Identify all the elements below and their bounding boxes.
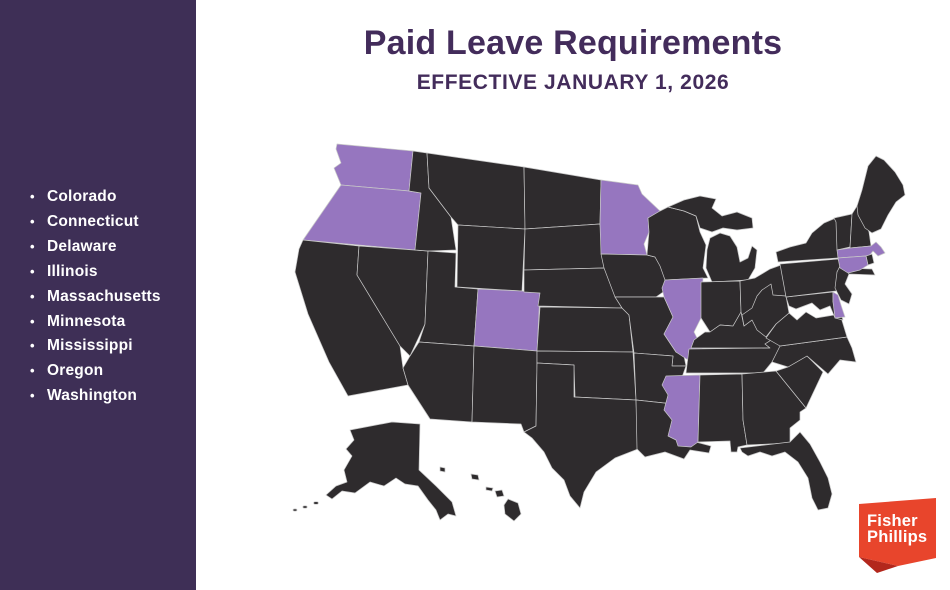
logo-fold-shape <box>859 557 898 573</box>
page-title: Paid Leave Requirements <box>363 24 783 62</box>
fisher-phillips-logo: Fisher Phillips <box>856 496 940 576</box>
state-oregon <box>302 184 422 251</box>
bullet-icon: • <box>30 338 35 354</box>
sidebar-state-item: • Massachusetts <box>30 285 190 310</box>
logo-text-fisher: Fisher <box>867 512 918 530</box>
sidebar-state-label: Massachusetts <box>47 287 161 305</box>
state-wyoming <box>456 224 526 292</box>
state-new-mexico <box>471 345 538 433</box>
sidebar-state-label: Connecticut <box>47 212 139 230</box>
sidebar-state-label: Colorado <box>47 188 117 205</box>
page-subtitle: EFFECTIVE JANUARY 1, 2026 <box>416 71 730 94</box>
state-alabama <box>697 373 748 453</box>
sidebar-state-label: Washington <box>47 387 138 405</box>
state-hawaii-big-island <box>503 498 522 522</box>
sidebar-state-item: • Washington <box>30 384 190 409</box>
bullet-icon: • <box>30 363 35 379</box>
state-west-virginia <box>741 283 790 338</box>
state-hawaii-molokai <box>485 486 494 492</box>
sidebar-state-item: • Delaware <box>30 235 190 260</box>
state-vermont <box>833 213 853 251</box>
bullet-icon: • <box>30 189 35 204</box>
bullet-icon: • <box>30 313 35 329</box>
state-list: • Colorado • Connecticut • Delaware • Illinois •… <box>30 185 190 409</box>
sidebar-state-item: • Mississippi <box>30 334 190 359</box>
state-delaware <box>832 291 846 319</box>
state-hawaii-maui <box>494 489 505 498</box>
bullet-icon: • <box>30 288 35 304</box>
sidebar-state-label: Delaware <box>47 237 117 255</box>
alaska-aleutian-island <box>292 508 298 512</box>
state-kansas <box>536 306 634 353</box>
bullet-icon: • <box>30 263 35 279</box>
state-hawaii-kauai <box>439 466 446 473</box>
state-maine <box>856 155 906 234</box>
sidebar-state-item: • Connecticut <box>30 210 190 235</box>
sidebar-state-item: • Minnesota <box>30 310 190 335</box>
bullet-icon: • <box>30 388 35 404</box>
state-washington <box>333 143 414 192</box>
state-connecticut <box>837 255 869 274</box>
alaska-aleutian-island <box>313 501 319 505</box>
state-pennsylvania <box>779 258 843 298</box>
sidebar-state-item: • Illinois <box>30 260 190 285</box>
state-michigan-upper-peninsula <box>667 195 754 233</box>
sidebar-state-label: Minnesota <box>47 312 126 330</box>
state-michigan <box>705 232 758 283</box>
state-colorado <box>473 288 541 352</box>
state-florida <box>739 431 833 511</box>
state-alaska <box>325 421 457 521</box>
state-north-dakota <box>523 166 602 230</box>
sidebar-state-item: • Colorado <box>30 185 190 210</box>
header: Paid Leave Requirements EFFECTIVE JANUAR… <box>196 0 950 95</box>
logo-text-phillips: Phillips <box>867 528 928 546</box>
sidebar: • Colorado • Connecticut • Delaware • Illinois •… <box>0 0 196 590</box>
state-south-dakota <box>523 223 605 271</box>
sidebar-state-item: • Oregon <box>30 359 190 384</box>
bullet-icon: • <box>30 238 35 254</box>
sidebar-state-label: Oregon <box>47 362 104 380</box>
state-arizona <box>402 341 475 423</box>
state-hawaii-oahu <box>470 473 480 481</box>
alaska-aleutian-island <box>302 505 308 509</box>
state-texas <box>523 362 639 509</box>
bullet-icon: • <box>30 213 35 229</box>
sidebar-state-label: Illinois <box>47 262 98 280</box>
sidebar-state-label: Mississippi <box>47 337 133 355</box>
logo-banner-shape <box>859 498 936 566</box>
